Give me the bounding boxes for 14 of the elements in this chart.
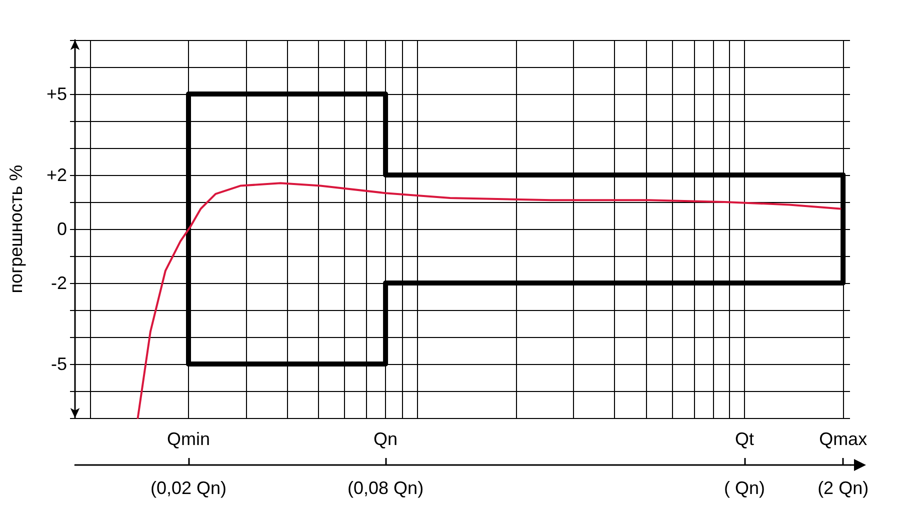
x-tick-label: (0,08 Qn) — [348, 478, 424, 498]
y-tick-label: +2 — [46, 165, 67, 185]
x-tick-label: (2 Qn) — [818, 478, 869, 498]
y-tick-label: +5 — [46, 84, 67, 104]
x-tick-label: (0,02 Qn) — [150, 478, 227, 498]
y-axis-title: погрешность % — [6, 164, 26, 294]
text: Qn — [374, 429, 398, 449]
y-tick-label: -5 — [50, 354, 67, 374]
text: Qmin — [166, 429, 210, 449]
y-tick-label: 0 — [56, 219, 67, 239]
y-tick-label: -2 — [50, 273, 67, 293]
text: Qt — [735, 429, 754, 449]
text: Qmax — [819, 429, 868, 449]
x-tick-label: ( Qn) — [724, 478, 766, 498]
